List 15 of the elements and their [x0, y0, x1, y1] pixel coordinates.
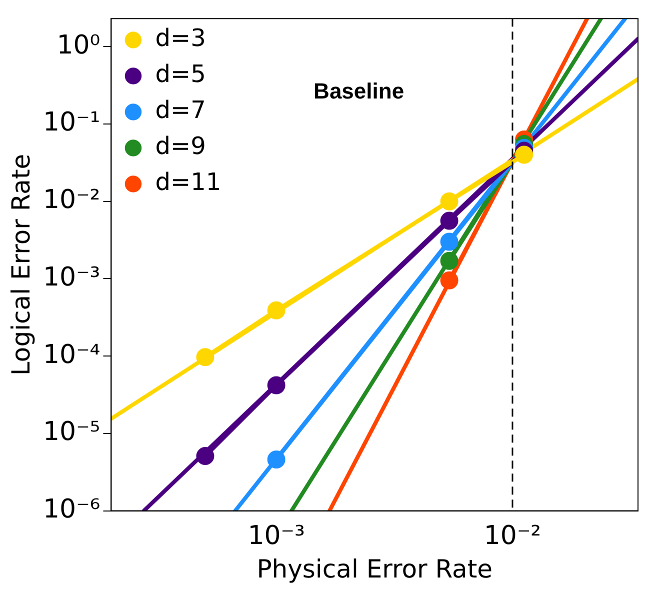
y-tick-label: 10⁻¹ — [42, 108, 100, 138]
y-tick-label: 10⁰ — [56, 30, 100, 60]
y-axis-title: Logical Error Rate — [6, 154, 36, 376]
x-axis-title: Physical Error Rate — [256, 554, 493, 584]
y-tick-label: 10⁻³ — [42, 262, 100, 292]
y-tick-label: 10⁻² — [42, 185, 100, 216]
y-tick-label: 10⁻⁵ — [42, 417, 100, 448]
legend-label: d=7 — [155, 96, 206, 124]
legend-label: d=11 — [155, 168, 222, 196]
y-tick-label: 10⁻⁶ — [42, 494, 100, 525]
legend-label: d=9 — [155, 132, 206, 160]
legend-label: d=5 — [155, 60, 206, 88]
legend-label: d=3 — [155, 24, 206, 52]
annotation: Baseline — [314, 78, 404, 104]
y-tick-label: 10⁻⁴ — [42, 340, 100, 370]
